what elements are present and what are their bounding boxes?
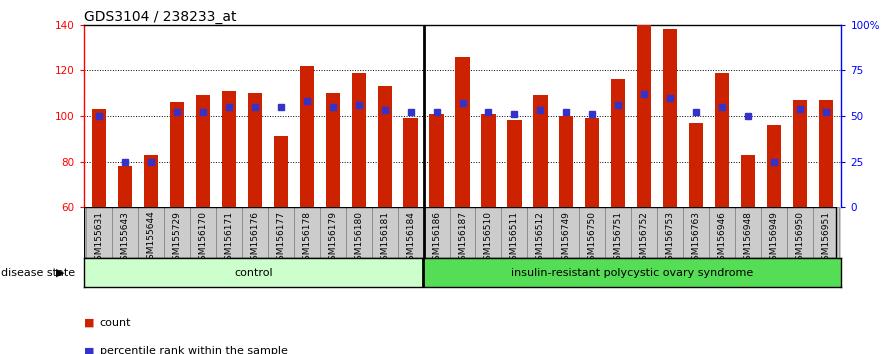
Bar xyxy=(507,120,522,207)
Bar xyxy=(164,207,190,258)
Bar xyxy=(242,207,268,258)
Bar xyxy=(138,207,164,258)
Bar xyxy=(631,207,657,258)
Text: GSM156749: GSM156749 xyxy=(562,211,571,266)
Text: GSM156176: GSM156176 xyxy=(250,211,259,266)
Bar xyxy=(86,207,112,258)
Text: GSM156184: GSM156184 xyxy=(406,211,415,266)
Text: disease state: disease state xyxy=(1,268,75,278)
Bar xyxy=(580,207,605,258)
Bar xyxy=(476,207,501,258)
Text: GSM156950: GSM156950 xyxy=(796,211,804,266)
Bar xyxy=(294,207,320,258)
Text: control: control xyxy=(234,268,273,278)
Bar xyxy=(118,166,132,207)
Text: ▶: ▶ xyxy=(56,268,64,278)
Bar xyxy=(429,114,444,207)
Bar xyxy=(320,207,345,258)
Text: count: count xyxy=(100,318,131,328)
Bar xyxy=(689,123,703,207)
Bar xyxy=(424,207,449,258)
Bar xyxy=(741,155,755,207)
Bar xyxy=(481,114,496,207)
Bar xyxy=(345,207,372,258)
Bar xyxy=(455,57,470,207)
Text: GSM156511: GSM156511 xyxy=(510,211,519,266)
Bar xyxy=(424,258,841,287)
Text: GSM156187: GSM156187 xyxy=(458,211,467,266)
Bar xyxy=(248,93,262,207)
Text: GSM156510: GSM156510 xyxy=(484,211,493,266)
Bar xyxy=(326,93,340,207)
Bar xyxy=(352,73,366,207)
Bar xyxy=(144,155,159,207)
Text: GSM156763: GSM156763 xyxy=(692,211,700,266)
Bar xyxy=(378,86,392,207)
Bar xyxy=(300,66,314,207)
Text: ■: ■ xyxy=(84,346,98,354)
Text: GSM156178: GSM156178 xyxy=(302,211,311,266)
Bar xyxy=(709,207,735,258)
Bar xyxy=(216,207,242,258)
Text: GSM156179: GSM156179 xyxy=(329,211,337,266)
Text: GSM156512: GSM156512 xyxy=(536,211,544,266)
Bar xyxy=(735,207,761,258)
Text: GSM156752: GSM156752 xyxy=(640,211,648,266)
Text: percentile rank within the sample: percentile rank within the sample xyxy=(100,346,287,354)
Text: GSM156946: GSM156946 xyxy=(717,211,727,266)
Bar xyxy=(533,96,547,207)
Bar xyxy=(528,207,553,258)
Text: GSM155643: GSM155643 xyxy=(121,211,130,266)
Bar xyxy=(683,207,709,258)
Bar xyxy=(787,207,813,258)
Text: GSM156951: GSM156951 xyxy=(821,211,830,266)
Text: GDS3104 / 238233_at: GDS3104 / 238233_at xyxy=(84,10,236,24)
Bar xyxy=(268,207,294,258)
Bar xyxy=(449,207,476,258)
Text: GSM155631: GSM155631 xyxy=(95,211,104,266)
Bar xyxy=(170,102,184,207)
Text: GSM156751: GSM156751 xyxy=(614,211,623,266)
Text: GSM156180: GSM156180 xyxy=(354,211,363,266)
Text: GSM156171: GSM156171 xyxy=(225,211,233,266)
Bar xyxy=(663,29,677,207)
Text: GSM156948: GSM156948 xyxy=(744,211,752,266)
Bar xyxy=(761,207,787,258)
Bar xyxy=(657,207,683,258)
Bar xyxy=(818,100,833,207)
Bar xyxy=(714,73,729,207)
Text: GSM155729: GSM155729 xyxy=(173,211,181,266)
Bar xyxy=(501,207,528,258)
Bar xyxy=(793,100,807,207)
Bar xyxy=(397,207,424,258)
Bar xyxy=(403,118,418,207)
Bar xyxy=(813,207,839,258)
Text: GSM156181: GSM156181 xyxy=(381,211,389,266)
Bar xyxy=(605,207,631,258)
Bar xyxy=(196,96,211,207)
Text: GSM156753: GSM156753 xyxy=(666,211,675,266)
Bar xyxy=(274,136,288,207)
Text: GSM155644: GSM155644 xyxy=(146,211,156,266)
Bar xyxy=(637,25,651,207)
Bar xyxy=(766,125,781,207)
Bar xyxy=(84,258,424,287)
Text: GSM156186: GSM156186 xyxy=(432,211,441,266)
Bar xyxy=(93,109,107,207)
Text: GSM156750: GSM156750 xyxy=(588,211,596,266)
Bar xyxy=(611,79,626,207)
Bar xyxy=(222,91,236,207)
Bar xyxy=(372,207,397,258)
Text: GSM156949: GSM156949 xyxy=(769,211,779,266)
Text: ■: ■ xyxy=(84,318,98,328)
Text: insulin-resistant polycystic ovary syndrome: insulin-resistant polycystic ovary syndr… xyxy=(511,268,753,278)
Bar xyxy=(559,116,574,207)
Text: GSM156170: GSM156170 xyxy=(198,211,208,266)
Bar xyxy=(190,207,216,258)
Bar xyxy=(112,207,138,258)
Bar xyxy=(585,118,599,207)
Text: GSM156177: GSM156177 xyxy=(277,211,285,266)
Bar xyxy=(553,207,580,258)
